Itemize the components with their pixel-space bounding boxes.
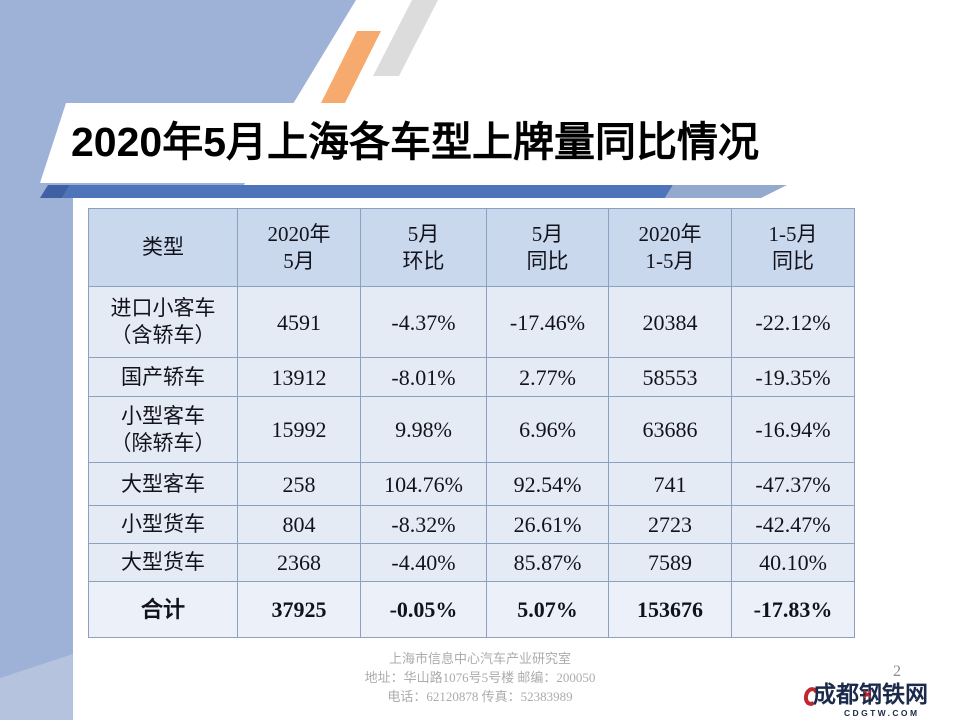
value-cell: 2368 (237, 543, 361, 582)
underline-band-light-segment (665, 185, 787, 198)
watermark-logo: 成都钢铁网 ✕ CDGTW.COM (801, 681, 957, 720)
value-cell: -0.05% (360, 581, 487, 638)
value-cell: 4591 (237, 286, 361, 358)
table-row: 国产轿车 13912 -8.01% 2.77% 58553 -19.35% (88, 357, 855, 397)
value-cell: 40.10% (731, 543, 855, 582)
footer: 上海市信息中心汽车产业研究室 地址：华山路1076号5号楼 邮编：200050 … (250, 649, 710, 706)
logo-x-icon: ✕ (862, 687, 873, 702)
table-row: 合计 37925 -0.05% 5.07% 153676 -17.83% (88, 581, 855, 638)
column-header-may-yoy: 5月 同比 (486, 208, 609, 287)
value-cell: 37925 (237, 581, 361, 638)
value-cell: 15992 (237, 396, 361, 463)
value-cell: 2.77% (486, 357, 609, 397)
value-cell: 153676 (608, 581, 732, 638)
table-row: 大型客车 258 104.76% 92.54% 741 -47.37% (88, 462, 855, 506)
vehicle-registration-table: 类型 2020年 5月 5月 环比 5月 同比 2020年 1-5月 1-5月 … (88, 208, 855, 638)
page-title: 2020年5月上海各车型上牌量同比情况 (70, 119, 759, 165)
value-cell: 7589 (608, 543, 732, 582)
table-row: 进口小客车 （含轿车） 4591 -4.37% -17.46% 20384 -22.12% (88, 286, 855, 358)
value-cell: -42.47% (731, 505, 855, 544)
row-type-cell: 大型客车 (88, 462, 238, 506)
table-row: 小型货车 804 -8.32% 26.61% 2723 -42.47% (88, 505, 855, 544)
logo-name: 成都钢铁网 (813, 681, 928, 707)
footer-address-line: 地址：华山路1076号5号楼 邮编：200050 (364, 670, 596, 685)
logo-domain: CDGTW.COM (844, 708, 920, 718)
value-cell: 104.76% (360, 462, 487, 506)
value-cell: -47.37% (731, 462, 855, 506)
value-cell: 58553 (608, 357, 732, 397)
underline-band-left-cap (40, 185, 70, 198)
value-cell: 92.54% (486, 462, 609, 506)
table-row: 大型货车 2368 -4.40% 85.87% 7589 40.10% (88, 543, 855, 582)
value-cell: 804 (237, 505, 361, 544)
value-cell: 20384 (608, 286, 732, 358)
table-row: 小型客车 （除轿车） 15992 9.98% 6.96% 63686 -16.94% (88, 396, 855, 463)
value-cell: -4.37% (360, 286, 487, 358)
value-cell: 6.96% (486, 396, 609, 463)
value-cell: -17.46% (486, 286, 609, 358)
value-cell: 63686 (608, 396, 732, 463)
value-cell: 2723 (608, 505, 732, 544)
footer-phone-line: 电话：62120878 传真：52383989 (387, 689, 573, 704)
row-type-cell: 国产轿车 (88, 357, 238, 397)
value-cell: -8.32% (360, 505, 487, 544)
row-type-cell: 进口小客车 （含轿车） (88, 286, 238, 358)
value-cell: 258 (237, 462, 361, 506)
value-cell: 9.98% (360, 396, 487, 463)
value-cell: -19.35% (731, 357, 855, 397)
value-cell: 85.87% (486, 543, 609, 582)
underline-band (62, 185, 673, 198)
value-cell: -4.40% (360, 543, 487, 582)
column-header-jan-may: 2020年 1-5月 (608, 208, 732, 287)
title-card-shape (40, 103, 792, 183)
table-body: 进口小客车 （含轿车） 4591 -4.37% -17.46% 20384 -22.12%… (88, 286, 855, 638)
column-header-type: 类型 (88, 208, 238, 287)
gray-diagonal-stripe (373, 0, 438, 76)
row-type-cell: 大型货车 (88, 543, 238, 582)
orange-diagonal-stripe (317, 31, 381, 111)
value-cell: 26.61% (486, 505, 609, 544)
column-header-may-mom: 5月 环比 (360, 208, 487, 287)
row-type-cell: 小型货车 (88, 505, 238, 544)
column-header-may-2020: 2020年 5月 (237, 208, 361, 287)
left-band-bottom-wedge (0, 654, 73, 720)
value-cell: 741 (608, 462, 732, 506)
footer-org-line: 上海市信息中心汽车产业研究室 (388, 651, 571, 666)
value-cell: -22.12% (731, 286, 855, 358)
value-cell: -17.83% (731, 581, 855, 638)
value-cell: 5.07% (486, 581, 609, 638)
page-number: 2 (893, 663, 901, 680)
value-cell: 13912 (237, 357, 361, 397)
row-type-cell: 小型客车 （除轿车） (88, 396, 238, 463)
value-cell: -8.01% (360, 357, 487, 397)
row-type-cell: 合计 (88, 581, 238, 638)
column-header-jan-may-yoy: 1-5月 同比 (731, 208, 855, 287)
value-cell: -16.94% (731, 396, 855, 463)
table-header-row: 类型 2020年 5月 5月 环比 5月 同比 2020年 1-5月 1-5月 … (88, 208, 855, 287)
